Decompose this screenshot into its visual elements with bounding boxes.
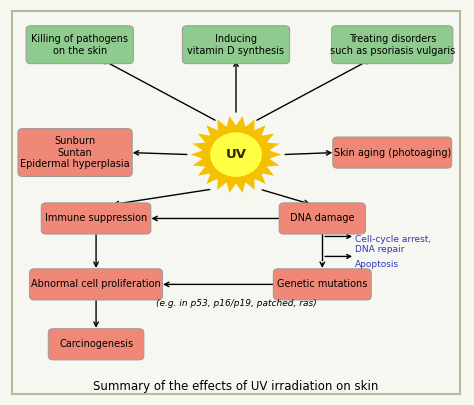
Text: (e.g. in p53, p16/p19, patched, ras): (e.g. in p53, p16/p19, patched, ras) xyxy=(155,298,316,308)
FancyBboxPatch shape xyxy=(48,329,144,360)
FancyBboxPatch shape xyxy=(12,11,460,394)
FancyBboxPatch shape xyxy=(332,26,453,64)
FancyBboxPatch shape xyxy=(333,137,452,168)
Text: Carcinogenesis: Carcinogenesis xyxy=(59,339,133,349)
Text: Inducing
vitamin D synthesis: Inducing vitamin D synthesis xyxy=(188,34,284,55)
Text: Summary of the effects of UV irradiation on skin: Summary of the effects of UV irradiation… xyxy=(93,380,379,393)
Text: Abnormal cell proliferation: Abnormal cell proliferation xyxy=(31,279,161,290)
Circle shape xyxy=(211,133,261,176)
Text: Skin aging (photoaging): Skin aging (photoaging) xyxy=(334,147,451,158)
Text: Treating disorders
such as psoriasis vulgaris: Treating disorders such as psoriasis vul… xyxy=(329,34,455,55)
Text: UV: UV xyxy=(226,148,246,161)
Text: DNA damage: DNA damage xyxy=(290,213,355,224)
Text: Genetic mutations: Genetic mutations xyxy=(277,279,367,290)
FancyBboxPatch shape xyxy=(273,269,371,300)
Polygon shape xyxy=(191,116,282,193)
Circle shape xyxy=(202,126,270,183)
FancyBboxPatch shape xyxy=(18,129,132,177)
Text: Killing of pathogens
on the skin: Killing of pathogens on the skin xyxy=(31,34,128,55)
Text: Apoptosis: Apoptosis xyxy=(355,260,399,269)
FancyBboxPatch shape xyxy=(26,26,133,64)
FancyBboxPatch shape xyxy=(41,203,151,234)
FancyBboxPatch shape xyxy=(29,269,163,300)
FancyBboxPatch shape xyxy=(182,26,290,64)
Text: Immune suppression: Immune suppression xyxy=(45,213,147,224)
FancyBboxPatch shape xyxy=(279,203,365,234)
Text: Cell-cycle arrest,
DNA repair: Cell-cycle arrest, DNA repair xyxy=(355,235,431,254)
Text: Sunburn
Suntan
Epidermal hyperplasia: Sunburn Suntan Epidermal hyperplasia xyxy=(20,136,130,169)
